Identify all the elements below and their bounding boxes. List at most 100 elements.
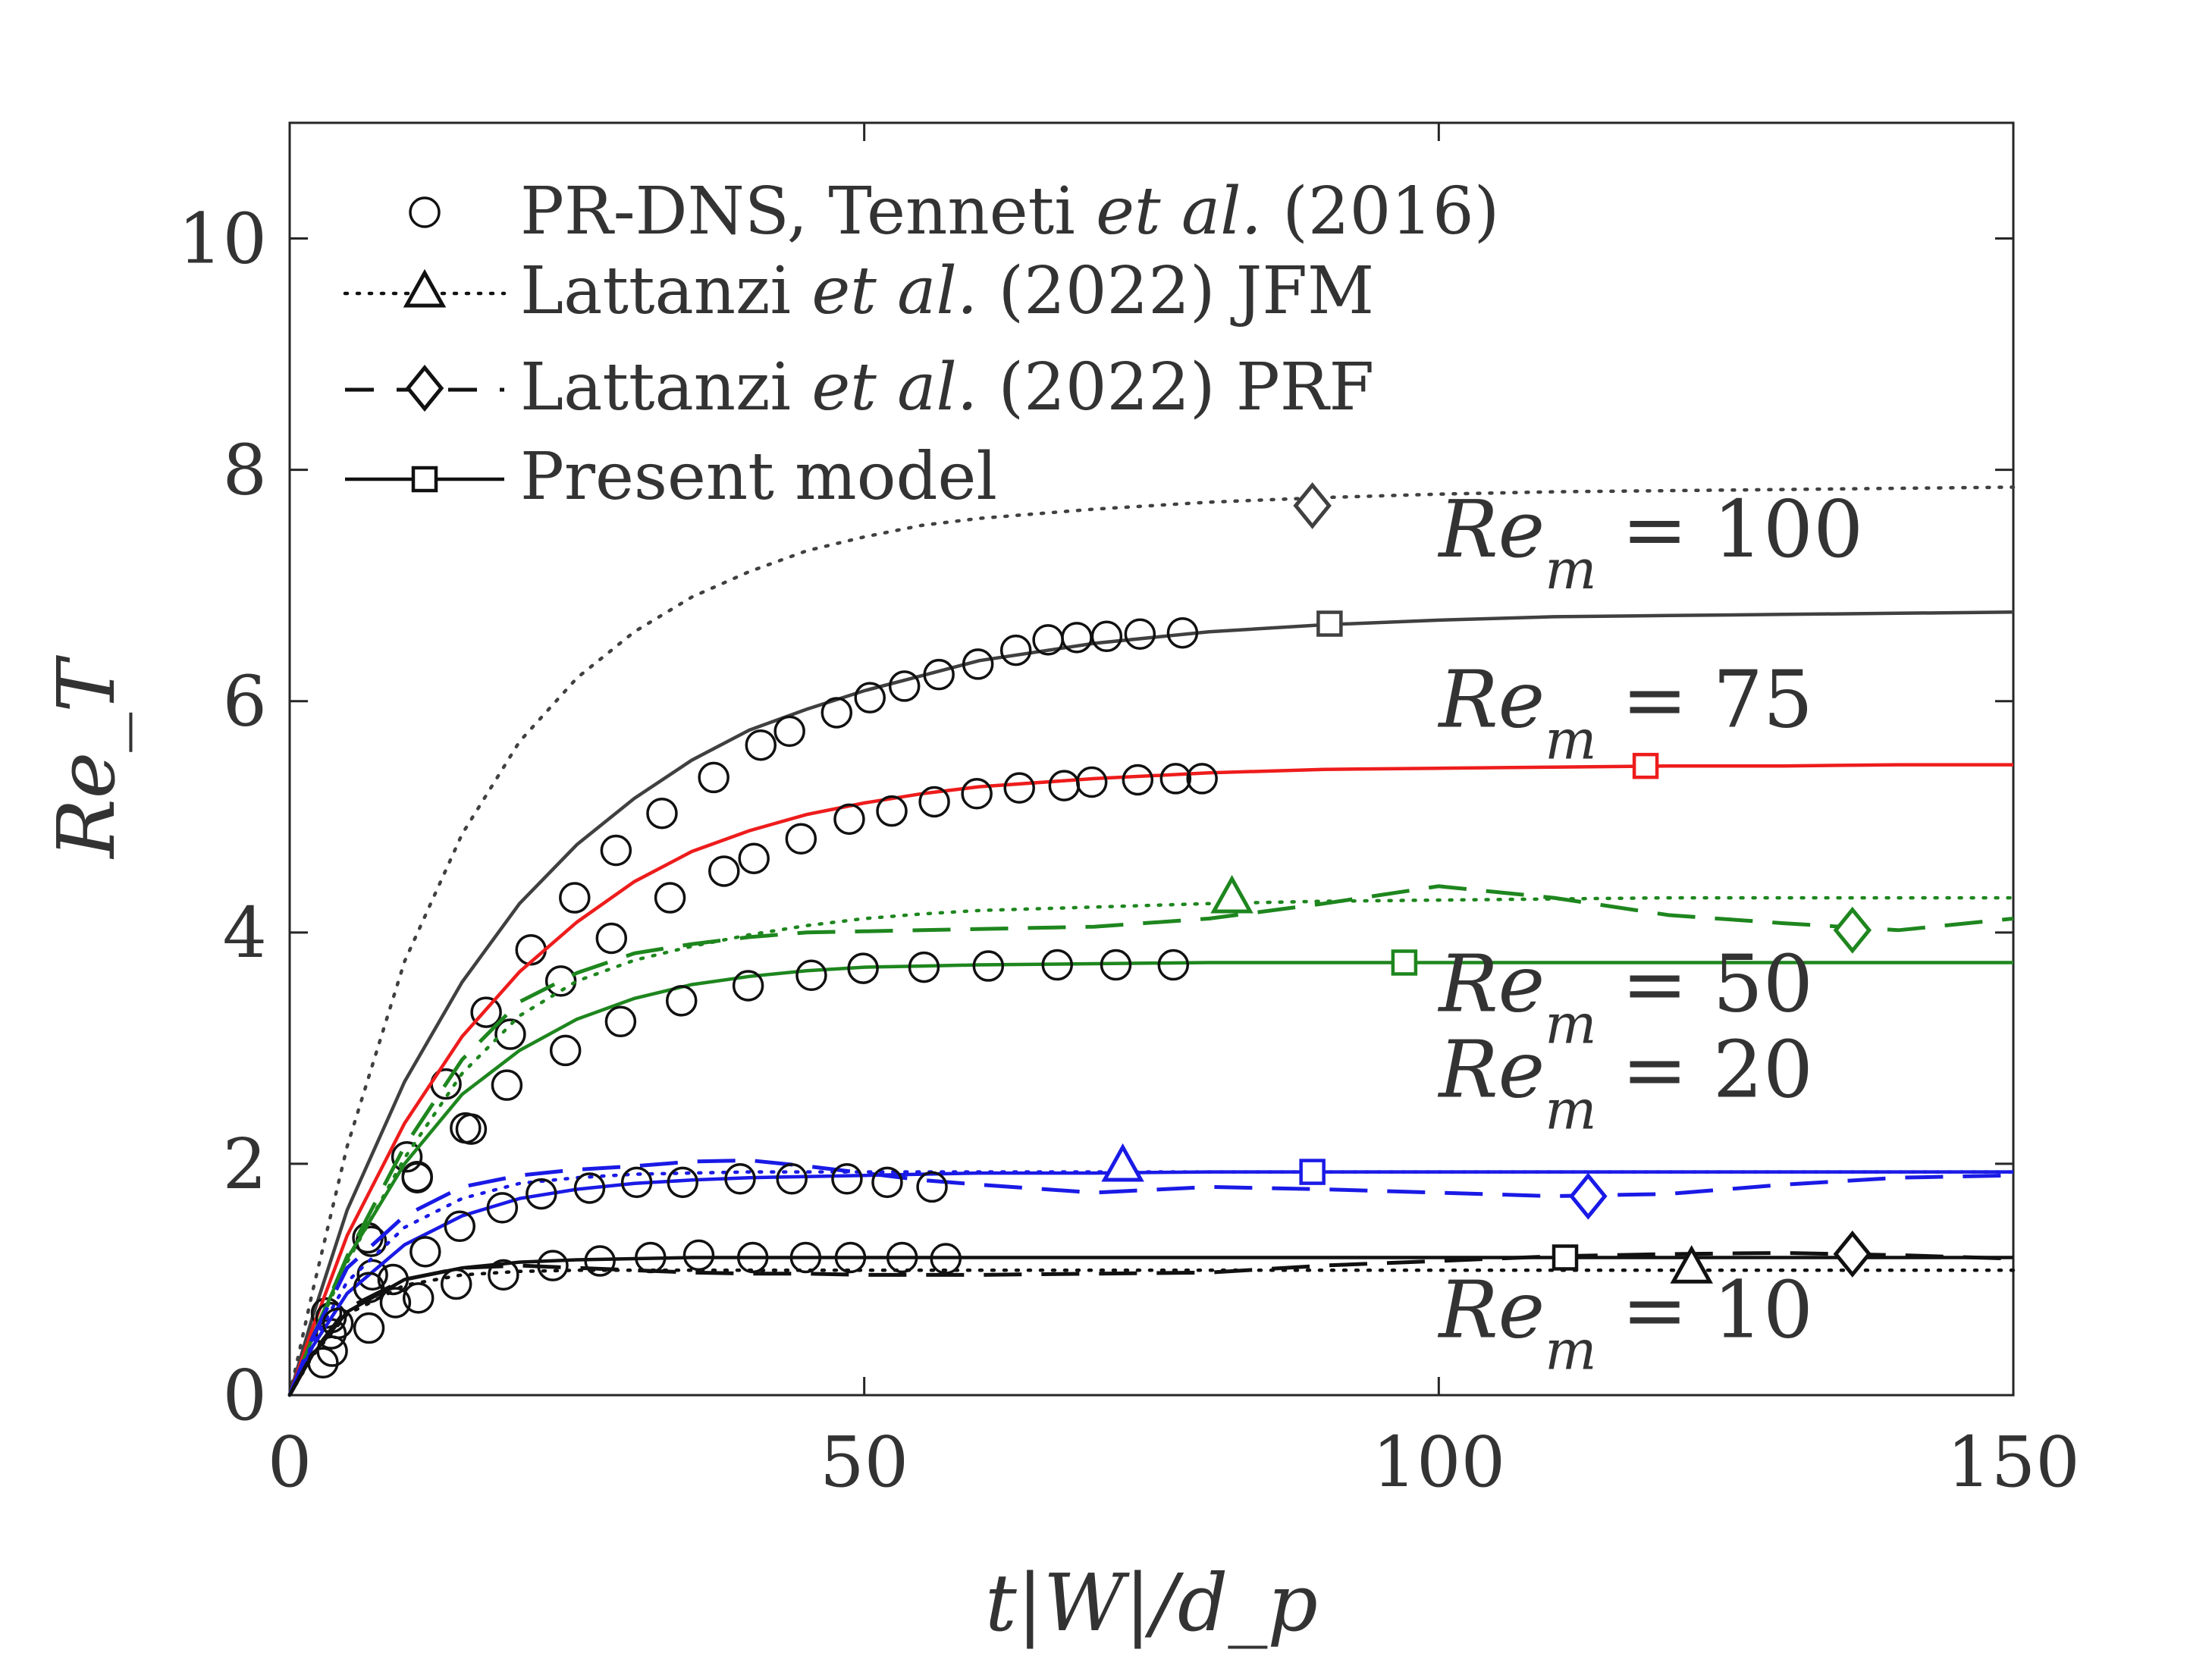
dns-point <box>537 1250 569 1281</box>
dns-point <box>1075 766 1108 798</box>
dns-point <box>854 682 886 713</box>
dns-point <box>916 1171 948 1203</box>
dns-point <box>876 795 908 827</box>
dns-point <box>732 970 764 1002</box>
legend-item-jfm: Lattanzi et al. (2022) JFM <box>343 253 1374 329</box>
dns-point <box>918 786 950 818</box>
dns-point <box>1122 764 1154 796</box>
prf-line <box>287 884 2014 1396</box>
dns-point <box>584 1245 616 1277</box>
dns-point <box>379 1287 412 1319</box>
dns-point <box>488 1259 519 1291</box>
dns-point <box>391 1141 423 1173</box>
dns-point <box>549 1034 582 1067</box>
curve-label-re-50: Rem = 50 <box>1437 938 1813 1056</box>
y-axis-label: Re_T <box>40 655 133 860</box>
dns-point <box>745 729 777 761</box>
dns-point <box>708 855 740 887</box>
series-re-20 <box>287 1143 2016 1397</box>
dns-point <box>698 761 729 794</box>
plot-area <box>287 481 2016 1397</box>
dns-point <box>486 1192 519 1224</box>
dns-point <box>573 1172 606 1204</box>
dns-point <box>559 882 591 914</box>
curve-label-re-20: Rem = 20 <box>1437 1023 1813 1141</box>
dns-point <box>1166 616 1199 649</box>
dns-point <box>401 1162 433 1193</box>
prf-marker <box>1833 1230 1872 1278</box>
dns-point <box>620 1166 653 1199</box>
model-line <box>287 961 2013 1396</box>
model-marker <box>1299 1159 1326 1185</box>
jfm-line <box>287 485 2016 1397</box>
x-tick-label: 100 <box>1373 1422 1506 1503</box>
curve-label-re-100: Rem = 100 <box>1437 483 1863 601</box>
series-re-100 <box>287 481 2016 1397</box>
x-axis-label: t|W|/d_p <box>985 1557 1318 1649</box>
dns-point <box>1159 763 1192 795</box>
dns-point <box>665 985 698 1017</box>
dns-point <box>455 1113 488 1145</box>
y-tick-label: 6 <box>222 661 267 742</box>
dns-point <box>600 834 632 867</box>
jfm-marker <box>1101 1143 1144 1182</box>
dns-point <box>776 1162 808 1195</box>
dns-point <box>654 882 686 914</box>
prf-marker <box>1833 906 1872 954</box>
dns-point <box>1003 772 1035 804</box>
dns-point <box>356 1259 388 1291</box>
dns-point <box>785 823 817 855</box>
dns-point <box>999 634 1032 666</box>
legend: PR-DNS, Tenneti et al. (2016)Lattanzi et… <box>343 174 1499 515</box>
dns-point <box>444 1210 476 1243</box>
y-tick-label: 10 <box>178 199 267 280</box>
dns-point <box>833 803 865 836</box>
dns-point <box>820 697 853 729</box>
dns-point <box>470 996 502 1028</box>
legend-jfm-marker <box>403 268 447 308</box>
legend-model-marker <box>411 466 438 493</box>
y-tick-label: 8 <box>222 430 267 511</box>
legend-label: Lattanzi et al. (2022) PRF <box>520 350 1374 425</box>
legend-item-dns: PR-DNS, Tenneti et al. (2016) <box>409 174 1499 249</box>
model-line <box>287 763 2013 1396</box>
prf-marker <box>1293 481 1332 529</box>
model-line <box>287 1170 2013 1396</box>
dns-point <box>595 922 628 955</box>
dns-point <box>834 1241 867 1274</box>
dns-point <box>494 1018 526 1050</box>
x-tick-label: 50 <box>820 1422 908 1503</box>
dns-point <box>908 951 940 983</box>
dns-point <box>736 1241 769 1274</box>
dns-point <box>930 1243 962 1275</box>
dns-point <box>972 950 1005 982</box>
y-tick-label: 4 <box>222 892 267 974</box>
legend-item-model: Present model <box>345 439 997 515</box>
jfm-marker <box>1670 1245 1713 1284</box>
dns-point <box>526 1178 557 1210</box>
legend-item-prf: Lattanzi et al. (2022) PRF <box>345 350 1374 425</box>
dns-point <box>886 1241 918 1274</box>
model-marker <box>1316 610 1343 637</box>
dns-point <box>831 1162 863 1195</box>
prf-marker <box>1569 1172 1608 1220</box>
dns-point <box>1090 620 1123 653</box>
dns-point <box>847 952 879 984</box>
dns-point <box>961 778 993 810</box>
x-tick-label: 150 <box>1947 1422 2080 1503</box>
curve-label-re-75: Rem = 75 <box>1437 653 1813 771</box>
series-re-50 <box>287 874 2016 1397</box>
dns-point <box>316 1335 348 1367</box>
y-tick-label: 0 <box>222 1355 267 1436</box>
dns-point <box>491 1069 523 1101</box>
dns-point <box>409 1236 441 1268</box>
model-marker <box>1552 1244 1579 1271</box>
jfm-marker <box>1210 874 1253 914</box>
dns-point <box>795 959 827 992</box>
model-line <box>287 610 2014 1396</box>
legend-prf-marker <box>405 365 444 412</box>
legend-label: Present model <box>520 439 997 515</box>
dns-point <box>646 797 678 830</box>
dns-point <box>773 715 805 748</box>
